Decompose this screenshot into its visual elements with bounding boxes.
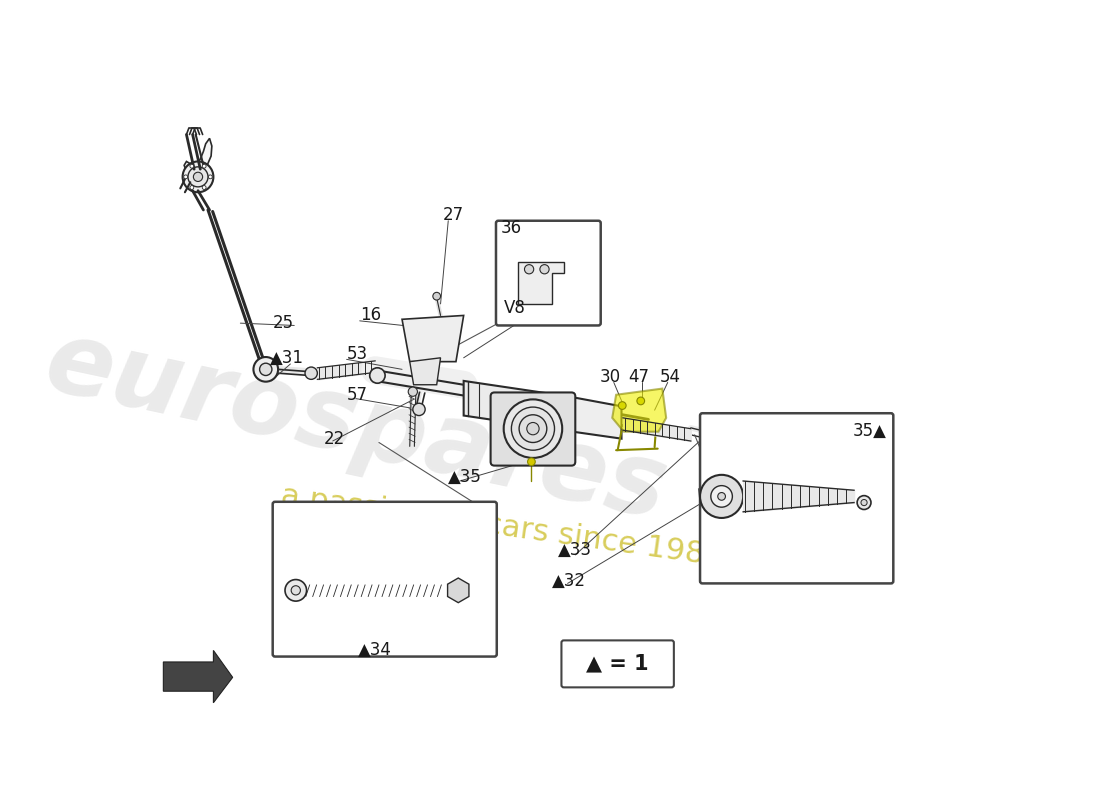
Circle shape — [525, 265, 533, 274]
Circle shape — [757, 489, 779, 510]
Circle shape — [432, 292, 440, 300]
FancyBboxPatch shape — [700, 414, 893, 583]
Text: 30: 30 — [600, 368, 620, 386]
Polygon shape — [184, 138, 212, 179]
Polygon shape — [568, 396, 622, 438]
Text: 53: 53 — [346, 345, 367, 363]
Circle shape — [183, 162, 213, 192]
Circle shape — [190, 186, 194, 190]
Text: 47: 47 — [629, 368, 650, 386]
Text: a passion for cars since 1985: a passion for cars since 1985 — [279, 482, 725, 573]
Circle shape — [292, 586, 300, 595]
Polygon shape — [409, 358, 440, 385]
Circle shape — [285, 579, 307, 601]
Circle shape — [857, 496, 871, 510]
Text: V8: V8 — [504, 298, 526, 317]
Circle shape — [412, 403, 426, 415]
FancyBboxPatch shape — [496, 221, 601, 326]
Circle shape — [190, 164, 194, 168]
Circle shape — [208, 175, 212, 178]
Circle shape — [504, 399, 562, 458]
Circle shape — [305, 367, 318, 379]
Circle shape — [202, 186, 206, 190]
Polygon shape — [163, 650, 233, 702]
Circle shape — [527, 422, 539, 435]
Text: eurospares: eurospares — [36, 314, 675, 540]
Circle shape — [188, 167, 208, 187]
Text: ▲32: ▲32 — [552, 572, 586, 590]
Text: 25: 25 — [273, 314, 294, 332]
Circle shape — [512, 407, 554, 450]
Circle shape — [637, 397, 645, 405]
Circle shape — [184, 175, 188, 178]
Polygon shape — [517, 262, 563, 304]
Circle shape — [861, 499, 867, 506]
Text: ▲31: ▲31 — [270, 349, 304, 366]
Circle shape — [260, 363, 272, 375]
Polygon shape — [613, 389, 667, 432]
FancyBboxPatch shape — [273, 502, 497, 657]
Circle shape — [202, 164, 206, 168]
Circle shape — [705, 430, 717, 442]
Circle shape — [711, 486, 733, 507]
Text: 36: 36 — [500, 219, 522, 238]
Circle shape — [194, 172, 202, 182]
Circle shape — [370, 368, 385, 383]
Text: ▲34: ▲34 — [359, 642, 392, 659]
Text: 57: 57 — [346, 386, 367, 404]
Circle shape — [408, 387, 418, 396]
Circle shape — [618, 402, 626, 410]
Circle shape — [253, 357, 278, 382]
Circle shape — [762, 494, 773, 505]
Text: 54: 54 — [660, 368, 681, 386]
Circle shape — [528, 458, 536, 466]
FancyBboxPatch shape — [561, 640, 674, 687]
Circle shape — [700, 475, 744, 518]
Polygon shape — [403, 315, 464, 362]
Text: 35▲: 35▲ — [852, 422, 887, 440]
Text: 27: 27 — [443, 206, 464, 224]
Polygon shape — [464, 381, 568, 431]
FancyBboxPatch shape — [491, 393, 575, 466]
Circle shape — [717, 493, 726, 500]
Text: ▲35: ▲35 — [449, 468, 482, 486]
Text: ▲ = 1: ▲ = 1 — [586, 654, 649, 674]
Text: ▲33: ▲33 — [558, 542, 592, 559]
Text: 16: 16 — [360, 306, 381, 325]
Circle shape — [540, 265, 549, 274]
Text: 22: 22 — [323, 430, 344, 448]
Circle shape — [519, 414, 547, 442]
